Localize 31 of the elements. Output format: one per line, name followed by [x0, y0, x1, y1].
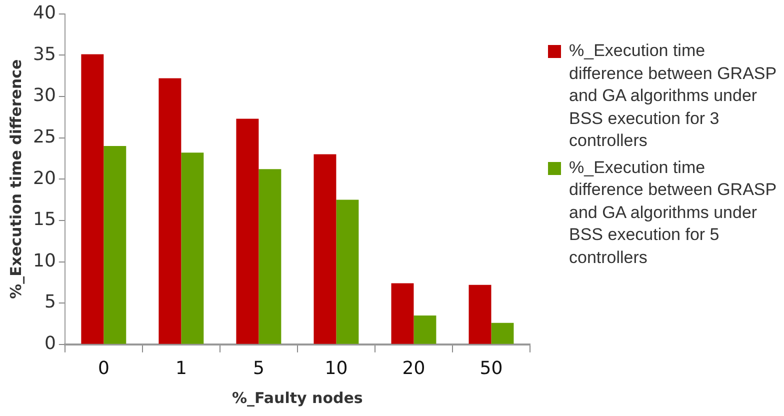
y-tick-label: 0 — [44, 333, 56, 354]
bar — [314, 154, 336, 344]
bar — [258, 169, 282, 344]
bar — [391, 283, 414, 344]
y-tick-label: 10 — [33, 250, 56, 272]
x-tick-label: 20 — [402, 358, 426, 379]
y-tick-label: 20 — [33, 168, 56, 189]
y-tick-label: 5 — [44, 292, 56, 313]
y-tick-label: 35 — [33, 44, 56, 65]
legend-label: %_Execution time difference between GRASP and GA algorithms under BSS execution for 3 controllers — [569, 40, 778, 152]
x-tick-label: 50 — [480, 358, 503, 379]
x-tick-label: 10 — [324, 358, 348, 379]
x-tick-label: 0 — [98, 358, 110, 379]
bar — [81, 54, 104, 344]
y-tick-label: 40 — [33, 2, 56, 24]
bar — [236, 118, 259, 344]
bar — [104, 146, 126, 344]
bar — [468, 284, 492, 344]
bar — [491, 322, 514, 344]
y-tick-label: 25 — [33, 126, 56, 148]
bar — [181, 152, 204, 344]
x-axis-title: %_Faulty nodes — [232, 388, 363, 407]
legend-label: %_Execution time difference between GRASP and GA algorithms under BSS execution for 5 controllers — [569, 156, 778, 268]
y-axis-title: %_Execution time difference — [6, 59, 25, 299]
bar — [158, 78, 182, 344]
bar — [336, 200, 359, 344]
y-tick-label: 30 — [33, 85, 56, 106]
bar — [414, 315, 436, 344]
x-tick-label: 1 — [175, 358, 187, 379]
y-tick-label: 15 — [33, 209, 56, 230]
x-tick-label: 5 — [252, 358, 264, 379]
